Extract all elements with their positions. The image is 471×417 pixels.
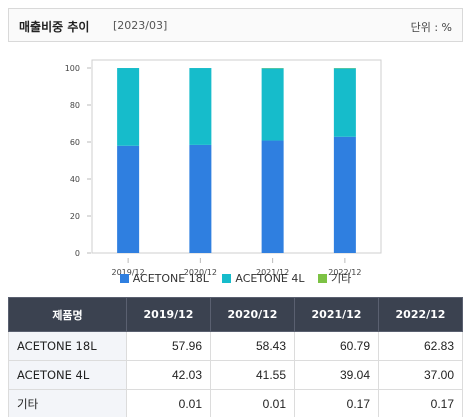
x-tick-label: 2022/12: [328, 268, 361, 277]
bar-segment-acetone-18l: [189, 144, 212, 253]
bar-segment-acetone-18l: [117, 145, 140, 253]
product-name: 기타: [8, 389, 127, 417]
y-tick-label: 0: [75, 249, 80, 258]
sales-ratio-chart: 0 20 40 60 80 100 2019/12 2020/12 2021/12 2022/12: [8, 50, 463, 290]
bar-segment-acetone-4l: [261, 68, 284, 141]
sales-ratio-table: 제품명 2019/12 2020/12 2021/12 2022/12 ACET…: [8, 297, 463, 417]
column-header: 2019/12: [126, 297, 211, 332]
table-cell: 37.00: [378, 360, 463, 390]
product-name: ACETONE 4L: [8, 360, 127, 390]
table-row: ACETONE 18L 57.96 58.43 60.79 62.83: [8, 331, 463, 361]
table-cell: 0.17: [378, 389, 463, 417]
legend-item-acetone-4l[interactable]: ACETONE 4L: [222, 271, 305, 285]
product-name: ACETONE 18L: [8, 331, 127, 361]
bar-segment-acetone-18l: [261, 140, 284, 253]
bar-segment-acetone-4l: [333, 68, 356, 137]
bar-segment-acetone-4l: [117, 68, 140, 146]
legend-item-other[interactable]: 기타: [318, 270, 351, 286]
column-header: 제품명: [8, 297, 127, 332]
x-tick-label: 2019/12: [112, 268, 145, 277]
period-label: [2023/03]: [113, 19, 168, 32]
y-tick-label: 20: [70, 212, 80, 221]
panel-title: 매출비중 추이: [19, 20, 90, 34]
table-cell: 60.79: [294, 331, 379, 361]
y-tick-label: 80: [70, 101, 80, 110]
table-header-row: 제품명 2019/12 2020/12 2021/12 2022/12: [8, 297, 463, 332]
column-header: 2020/12: [210, 297, 295, 332]
table-cell: 0.01: [126, 389, 211, 417]
legend-label: 기타: [331, 272, 352, 285]
table-cell: 41.55: [210, 360, 295, 390]
x-tick-label: 2020/12: [184, 268, 217, 277]
bar-segment-acetone-18l: [333, 136, 356, 253]
legend-swatch: [222, 273, 232, 283]
y-tick-label: 100: [65, 64, 80, 73]
table-cell: 39.04: [294, 360, 379, 390]
table-cell: 57.96: [126, 331, 211, 361]
column-header: 2022/12: [378, 297, 463, 332]
table-cell: 58.43: [210, 331, 295, 361]
legend-label: ACETONE 4L: [235, 271, 305, 285]
panel-header: 매출비중 추이 [2023/03] 단위 : %: [8, 8, 463, 42]
y-tick-label: 40: [70, 175, 80, 184]
table-row: 기타 0.01 0.01 0.17 0.17: [8, 389, 463, 417]
chart-legend: ACETONE 18L ACETONE 4L 기타: [0, 270, 471, 286]
table-cell: 62.83: [378, 331, 463, 361]
legend-item-acetone-18l[interactable]: ACETONE 18L: [119, 271, 209, 285]
unit-label: 단위 : %: [410, 21, 452, 34]
y-tick-label: 60: [70, 138, 80, 147]
legend-label: ACETONE 18L: [132, 271, 209, 285]
chart-svg: 0 20 40 60 80 100 2019/12 2020/12 2021/12 2022/12: [65, 59, 382, 277]
x-tick-label: 2021/12: [256, 268, 289, 277]
table-cell: 0.17: [294, 389, 379, 417]
table-cell: 42.03: [126, 360, 211, 390]
column-header: 2021/12: [294, 297, 379, 332]
table-row: ACETONE 4L 42.03 41.55 39.04 37.00: [8, 360, 463, 390]
bar-segment-acetone-4l: [189, 68, 212, 145]
legend-swatch: [318, 274, 328, 283]
legend-swatch: [119, 273, 129, 283]
plot-area: [91, 59, 382, 254]
table-cell: 0.01: [210, 389, 295, 417]
